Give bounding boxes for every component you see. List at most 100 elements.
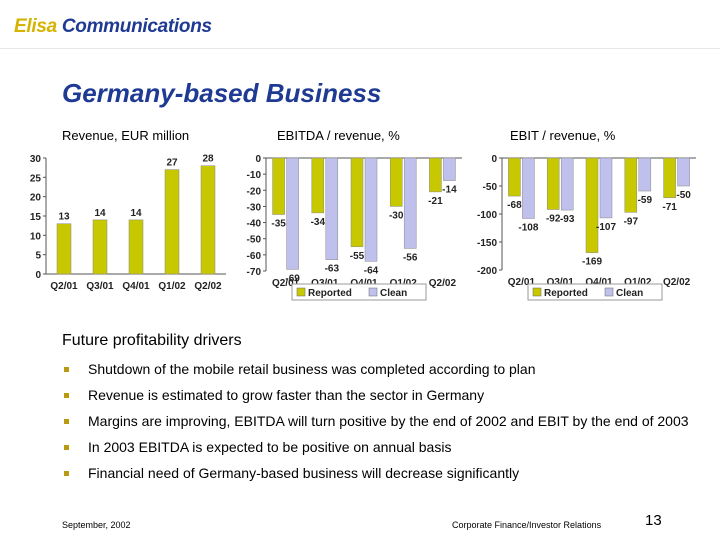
chart-title-ebitda: EBITDA / revenue, % bbox=[277, 128, 400, 143]
ebit-bar bbox=[677, 157, 690, 187]
ebitda-data-label: -21 bbox=[428, 196, 443, 207]
ebitda-bar bbox=[325, 157, 339, 260]
ebit-bar bbox=[663, 157, 676, 199]
ebitda-bar bbox=[311, 157, 325, 214]
ebit-data-label: -97 bbox=[624, 216, 639, 227]
page-number: 13 bbox=[645, 512, 662, 529]
ebitda-y-tick-label: -50 bbox=[247, 235, 262, 246]
revenue-y-tick-label: 0 bbox=[35, 270, 41, 281]
list-item-text: Financial need of Germany-based business… bbox=[88, 465, 520, 481]
revenue-x-tick-label: Q2/02 bbox=[194, 281, 222, 292]
list-item-text: Margins are improving, EBITDA will turn … bbox=[88, 413, 689, 429]
revenue-data-label: 28 bbox=[202, 154, 214, 165]
list-item: Financial need of Germany-based business… bbox=[62, 462, 702, 484]
chart-title-revenue: Revenue, EUR million bbox=[62, 128, 190, 143]
revenue-y-tick-label: 15 bbox=[30, 212, 42, 223]
ebit-x-tick-label: Q2/02 bbox=[663, 277, 691, 288]
ebit-data-label: -68 bbox=[507, 200, 522, 211]
chart-title-ebit: EBIT / revenue, % bbox=[510, 128, 616, 143]
ebit-bar bbox=[522, 157, 535, 219]
ebitda-data-label: -69 bbox=[285, 273, 300, 284]
ebitda-legend-label: Clean bbox=[380, 288, 407, 299]
list-item: Shutdown of the mobile retail business w… bbox=[62, 358, 702, 380]
revenue-bar bbox=[56, 223, 72, 275]
revenue-data-label: 14 bbox=[94, 208, 106, 219]
ebitda-data-label: -55 bbox=[350, 251, 365, 262]
bullet-square-icon bbox=[64, 393, 69, 398]
ebit-legend-swatch bbox=[604, 287, 614, 297]
revenue-data-label: 14 bbox=[130, 208, 142, 219]
revenue-bar bbox=[200, 165, 216, 275]
ebit-data-label: -71 bbox=[662, 202, 677, 213]
ebitda-data-label: -14 bbox=[442, 185, 457, 196]
revenue-data-label: 13 bbox=[58, 212, 70, 223]
ebitda-x-tick-label: Q2/01 bbox=[272, 278, 300, 289]
ebitda-data-label: -63 bbox=[325, 264, 340, 275]
ebitda-legend-box bbox=[291, 283, 427, 301]
revenue-y-tick-label: 5 bbox=[35, 251, 41, 262]
ebit-x-tick-label: Q4/01 bbox=[585, 277, 613, 288]
revenue-x-tick-label: Q4/01 bbox=[122, 281, 150, 292]
ebitda-data-label: -64 bbox=[364, 265, 379, 276]
ebitda-bar bbox=[350, 157, 364, 248]
ebitda-y-tick-label: -70 bbox=[247, 267, 262, 278]
ebit-bar bbox=[638, 157, 652, 192]
ebit-bar bbox=[508, 157, 521, 197]
ebit-bar bbox=[560, 157, 574, 211]
ebitda-bar bbox=[389, 157, 403, 207]
charts-area: 0 5 10 15 20 25 30 Q2/01 Q3/01 Q4/01 Q1/02 Q2/02 13 1… bbox=[30, 154, 696, 301]
revenue-y-tick-label: 20 bbox=[30, 193, 42, 204]
ebit-data-label: -169 bbox=[582, 257, 602, 268]
ebitda-bar bbox=[429, 157, 442, 193]
ebitda-y-tick-label: 0 bbox=[255, 154, 261, 165]
ebit-bar bbox=[546, 157, 560, 210]
list-item: In 2003 EBITDA is expected to be positiv… bbox=[62, 436, 702, 458]
ebit-bar bbox=[624, 157, 638, 213]
ebitda-y-tick-label: -60 bbox=[247, 251, 262, 262]
ebitda-bar bbox=[403, 157, 417, 249]
revenue-y-tick-label: 30 bbox=[30, 154, 42, 165]
logo-brand: Elisa bbox=[14, 16, 57, 37]
ebit-data-label: -59 bbox=[638, 195, 653, 206]
ebitda-legend-swatch bbox=[296, 287, 306, 297]
bullet-square-icon bbox=[64, 419, 69, 424]
page-title: Germany-based Business bbox=[62, 78, 382, 108]
ebitda-x-tick-label: Q2/02 bbox=[429, 278, 457, 289]
revenue-y-tick-label: 10 bbox=[30, 231, 42, 242]
revenue-data-label: 27 bbox=[166, 158, 178, 169]
drivers-list: Shutdown of the mobile retail business w… bbox=[62, 358, 702, 488]
bullet-square-icon bbox=[64, 367, 69, 372]
ebit-bar bbox=[585, 157, 599, 253]
ebitda-legend-label: Reported bbox=[308, 288, 352, 299]
ebit-data-label: -93 bbox=[560, 214, 575, 225]
ebit-data-label: -107 bbox=[596, 222, 616, 233]
ebitda-bar bbox=[443, 157, 456, 181]
ebitda-data-label: -56 bbox=[403, 252, 418, 263]
revenue-x-tick-label: Q3/01 bbox=[86, 281, 114, 292]
ebitda-y-tick-label: -40 bbox=[247, 219, 262, 230]
revenue-y-tick-label: 25 bbox=[30, 173, 42, 184]
logo-rest: Communications bbox=[56, 16, 212, 37]
ebit-x-tick-label: Q3/01 bbox=[547, 277, 575, 288]
bullet-square-icon bbox=[64, 471, 69, 476]
list-item: Margins are improving, EBITDA will turn … bbox=[62, 410, 702, 432]
header-divider bbox=[0, 48, 720, 49]
ebitda-bar bbox=[272, 157, 285, 215]
list-item-text: Revenue is estimated to grow faster than… bbox=[88, 387, 485, 403]
ebitda-data-label: -30 bbox=[389, 210, 404, 221]
ebit-x-tick-label: Q2/01 bbox=[508, 277, 536, 288]
ebitda-y-tick-label: -30 bbox=[247, 202, 262, 213]
ebitda-bar bbox=[286, 157, 299, 270]
ebit-data-label: -92 bbox=[546, 214, 561, 225]
revenue-bar bbox=[128, 219, 144, 275]
footer-date: September, 2002 bbox=[62, 520, 131, 530]
ebitda-bar bbox=[364, 157, 378, 262]
list-item-text: Shutdown of the mobile retail business w… bbox=[88, 361, 536, 377]
ebit-legend-box bbox=[527, 283, 663, 301]
ebitda-legend-swatch bbox=[368, 287, 378, 297]
ebit-data-label: -50 bbox=[676, 190, 691, 201]
ebit-data-label: -108 bbox=[518, 222, 538, 233]
ebit-y-tick-label: 0 bbox=[491, 154, 497, 165]
bullet-square-icon bbox=[64, 445, 69, 450]
list-item: Revenue is estimated to grow faster than… bbox=[62, 384, 702, 406]
